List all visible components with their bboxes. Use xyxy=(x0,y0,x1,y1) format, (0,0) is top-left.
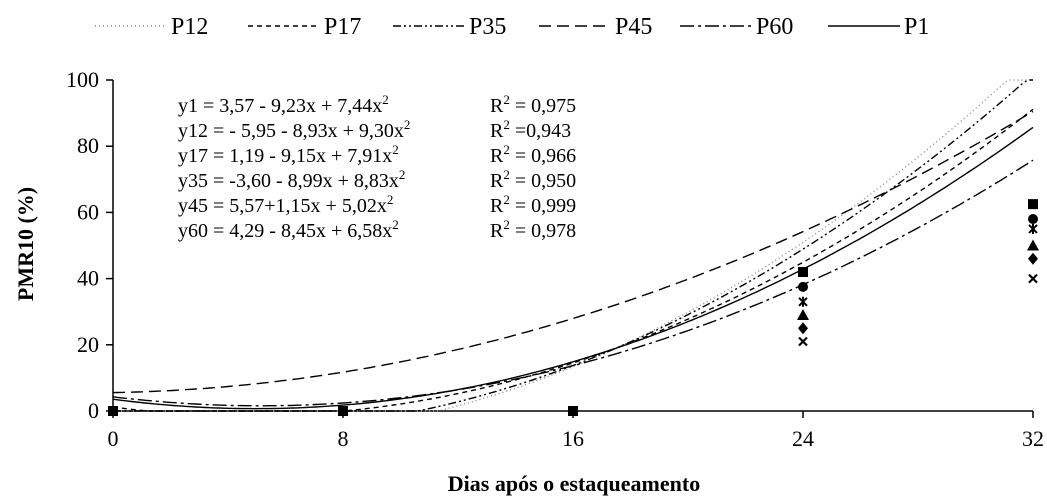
y-tick-label: 60 xyxy=(77,199,99,224)
point-p45 xyxy=(1027,240,1039,251)
point-p60 xyxy=(799,337,807,345)
r-squared: R2 = 0,950 xyxy=(490,167,576,192)
y-tick-label: 20 xyxy=(77,332,99,357)
point-p60 xyxy=(1029,275,1037,283)
x-tick-label: 0 xyxy=(108,426,119,451)
equations: y1 = 3,57 - 9,23x + 7,44x2 R2 = 0,975 y12 … xyxy=(178,92,576,242)
point-p12 xyxy=(568,406,578,416)
point-p1 xyxy=(1028,253,1038,265)
x-tick-label: 32 xyxy=(1022,426,1044,451)
point-p1 xyxy=(798,322,808,334)
equation: y1 = 3,57 - 9,23x + 7,44x2 xyxy=(178,92,389,117)
point-p17 xyxy=(1028,214,1038,224)
legend: P12 P17 P35 P45 P60 P1 xyxy=(95,14,929,40)
x-axis-title: Dias após o estaqueamento xyxy=(448,471,700,496)
r-squared: R2 = 0,999 xyxy=(490,192,576,217)
equation: y12 = - 5,95 - 8,93x + 9,30x2 xyxy=(178,117,410,142)
point-p35 xyxy=(799,297,807,307)
point-p35 xyxy=(1029,224,1037,234)
equation: y45 = 5,57+1,15x + 5,02x2 xyxy=(178,192,393,217)
r-squared: R2 = 0,975 xyxy=(490,92,576,117)
r-squared: R2 = 0,978 xyxy=(490,217,576,242)
point-p45 xyxy=(797,309,809,320)
point-p12 xyxy=(338,406,348,416)
x-tick-label: 8 xyxy=(338,426,349,451)
y-tick-label: 100 xyxy=(66,67,99,92)
y-tick-label: 0 xyxy=(88,398,99,423)
x-tick-label: 16 xyxy=(562,426,584,451)
y-tick-label: 80 xyxy=(77,133,99,158)
legend-label-p45: P45 xyxy=(615,14,652,40)
y-tick-label: 40 xyxy=(77,266,99,291)
point-p12 xyxy=(108,406,118,416)
legend-label-p35: P35 xyxy=(469,14,506,40)
legend-label-p60: P60 xyxy=(756,14,793,40)
point-p12 xyxy=(1028,199,1038,209)
r-squared: R2 =0,943 xyxy=(490,117,571,142)
y-axis-title: PMR10 (%) xyxy=(13,187,38,301)
point-p12 xyxy=(798,267,808,277)
equation: y17 = 1,19 - 9,15x + 7,91x2 xyxy=(178,142,399,167)
legend-label-p1: P1 xyxy=(904,14,929,40)
equation: y60 = 4,29 - 8,45x + 6,58x2 xyxy=(178,217,399,242)
x-tick-label: 24 xyxy=(792,426,814,451)
point-p17 xyxy=(798,282,808,292)
equation: y35 = -3,60 - 8,99x + 8,83x2 xyxy=(178,167,405,192)
legend-label-p12: P12 xyxy=(171,14,208,40)
legend-label-p17: P17 xyxy=(324,14,361,40)
r-squared: R2 = 0,966 xyxy=(490,142,576,167)
